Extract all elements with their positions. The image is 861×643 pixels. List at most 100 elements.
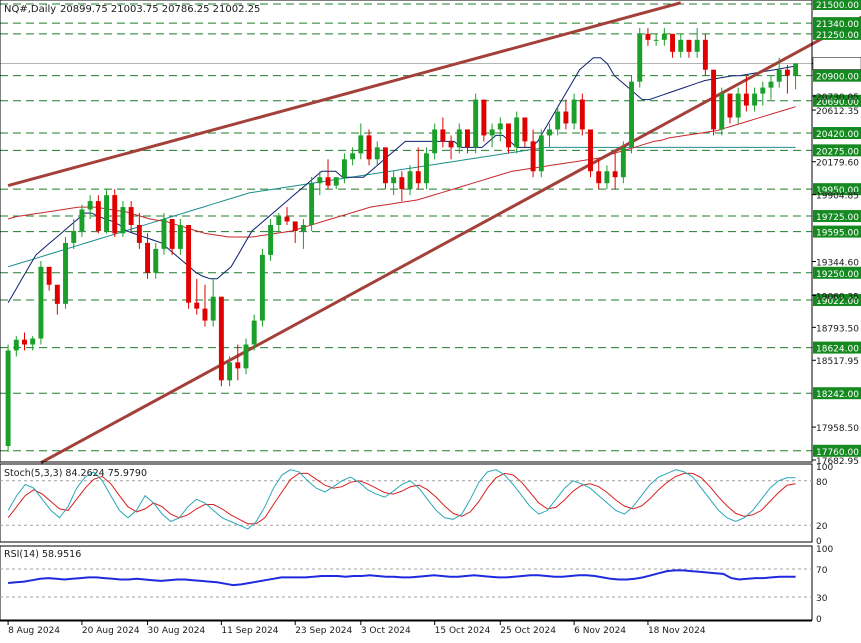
candle-body <box>341 159 347 178</box>
candle-body <box>309 183 315 226</box>
candle-body <box>645 33 651 40</box>
level-label: 19250.00 <box>816 270 859 280</box>
candle-body <box>571 99 577 124</box>
candle-body <box>128 207 134 226</box>
candle-body <box>22 339 27 345</box>
candle-body <box>620 147 626 178</box>
candle-body <box>735 93 741 118</box>
level-label: 17760.00 <box>816 448 859 458</box>
candle-body <box>104 195 109 231</box>
level-label-bg <box>813 294 861 307</box>
price-level-lines <box>0 3 812 452</box>
candle-body <box>473 99 479 148</box>
candle-body <box>136 225 142 243</box>
level-label-bg <box>813 183 861 196</box>
channel-line[interactable] <box>40 4 861 465</box>
candle-body <box>743 93 749 106</box>
candle-body <box>456 129 462 148</box>
candle-body <box>120 207 126 234</box>
candle-body <box>276 216 282 226</box>
rsi-tick-label: 30 <box>816 594 828 604</box>
candle-body <box>54 284 60 304</box>
candle-body <box>112 195 118 234</box>
candle-body <box>497 123 503 130</box>
candle-body <box>530 141 536 172</box>
candle-body <box>227 362 233 381</box>
candle-body <box>579 99 585 130</box>
candle-body <box>423 153 429 184</box>
level-label: 18624.00 <box>816 345 859 355</box>
candle-body <box>481 99 487 136</box>
time-tick-label: 30 Aug 2024 <box>148 626 206 636</box>
stoch-panel-frame <box>0 463 813 543</box>
time-tick-label: 6 Nov 2024 <box>574 626 626 636</box>
rsi-tick-label: 100 <box>816 545 833 555</box>
channel-line[interactable] <box>7 1 682 188</box>
time-tick-label: 11 Sep 2024 <box>221 626 278 636</box>
time-tick-label: 3 Oct 2024 <box>361 626 411 636</box>
level-label-bg <box>813 69 861 82</box>
ma-slow-line <box>7 146 796 268</box>
candle-body <box>251 320 257 345</box>
candle-body <box>259 254 265 321</box>
trend-channel <box>7 1 861 465</box>
candle-body <box>382 147 388 184</box>
candle-body <box>555 111 561 130</box>
level-label-bg <box>813 225 861 238</box>
candle-body <box>407 171 413 190</box>
candle-body <box>30 338 36 345</box>
main-panel-frame <box>0 0 813 463</box>
level-label-bg <box>813 94 861 107</box>
candle-body <box>391 177 397 184</box>
candle-body <box>79 209 85 231</box>
level-label-bg <box>813 210 861 223</box>
candle-body <box>235 362 241 369</box>
current-price-label-bg <box>812 57 861 70</box>
candle-body <box>210 296 216 321</box>
rsi-tick-label: 70 <box>816 566 828 576</box>
candle-body <box>768 81 774 88</box>
candle-body <box>702 39 708 70</box>
candle-body <box>522 117 528 142</box>
candle-body <box>13 339 19 351</box>
price-tick-label: 18793.50 <box>816 324 859 334</box>
candle-body <box>186 225 192 303</box>
candle-body <box>629 81 634 148</box>
candle-body <box>506 123 511 148</box>
candle-body <box>38 266 44 339</box>
candle-body <box>333 177 339 186</box>
level-label-bg <box>813 17 861 30</box>
candle-body <box>719 93 725 130</box>
stoch-tick-label: 0 <box>816 537 822 547</box>
candle-body <box>547 129 552 136</box>
candle-body <box>161 219 167 249</box>
candle-body <box>612 171 618 178</box>
candle-body <box>604 171 610 184</box>
price-tick-label: 19060.35 <box>816 292 859 302</box>
level-label-bg <box>813 144 861 157</box>
level-label: 20420.00 <box>816 130 859 140</box>
time-axis: 8 Aug 2024 20 Aug 2024 30 Aug 2024 11 Sep 2… <box>0 620 812 636</box>
rsi-line <box>8 569 796 587</box>
candle-body <box>145 242 151 273</box>
candle-body <box>760 87 766 94</box>
candle-body <box>399 177 405 190</box>
level-label-bg <box>813 266 861 279</box>
level-label: 21340.00 <box>816 20 859 30</box>
candle-body <box>63 242 68 304</box>
level-label: 20690.00 <box>816 98 859 108</box>
level-label-bg <box>813 387 861 400</box>
stoch-panel: 100 80 20 0 <box>0 463 833 547</box>
candle-body <box>661 33 667 40</box>
candle-body <box>538 135 544 172</box>
candle-body <box>637 33 643 82</box>
price-tick-label: 18517.95 <box>816 357 859 367</box>
candle-body <box>432 129 438 154</box>
level-label: 21500.00 <box>816 1 859 11</box>
stoch-tick-label: 20 <box>816 522 828 532</box>
level-label-bg <box>813 27 861 40</box>
price-tick-label: 20612.35 <box>816 107 859 117</box>
candle-body <box>793 63 799 76</box>
